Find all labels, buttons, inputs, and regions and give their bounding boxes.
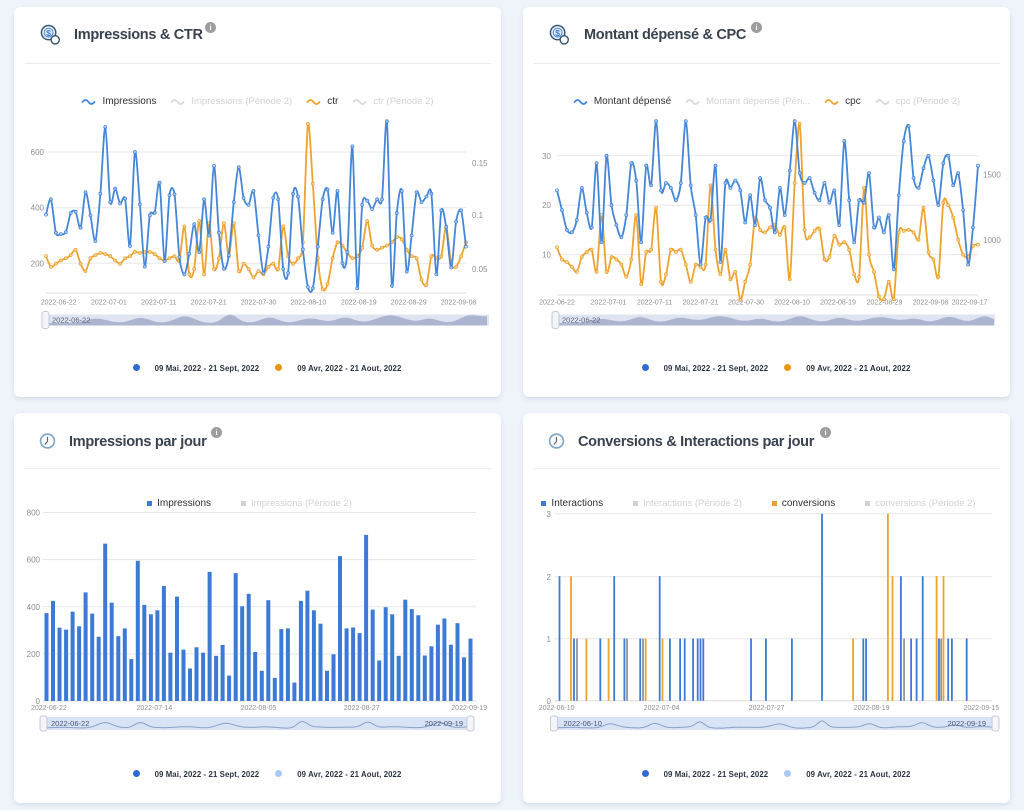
svg-text:200: 200 <box>31 259 45 268</box>
svg-text:2022-08-19: 2022-08-19 <box>341 300 377 307</box>
svg-text:2022-07-27: 2022-07-27 <box>749 705 785 712</box>
svg-text:2022-08-19: 2022-08-19 <box>820 300 856 307</box>
svg-text:2022-09-19: 2022-09-19 <box>425 719 463 728</box>
svg-text:2022-06-22: 2022-06-22 <box>52 316 90 325</box>
svg-text:2022-09-15: 2022-09-15 <box>963 705 999 712</box>
svg-text:2022-06-22: 2022-06-22 <box>562 316 600 325</box>
svg-text:0: 0 <box>547 697 552 706</box>
svg-text:20: 20 <box>542 201 551 210</box>
svg-text:0: 0 <box>36 697 41 706</box>
svg-text:2022-07-14: 2022-07-14 <box>136 705 172 712</box>
svg-text:800: 800 <box>27 509 41 518</box>
svg-text:2022-08-10: 2022-08-10 <box>774 300 810 307</box>
svg-text:400: 400 <box>27 603 41 612</box>
svg-text:2022-09-19: 2022-09-19 <box>451 705 487 712</box>
svg-text:2022-07-11: 2022-07-11 <box>141 300 176 307</box>
svg-text:2022-06-22: 2022-06-22 <box>31 705 67 712</box>
svg-text:2022-06-10: 2022-06-10 <box>564 719 602 728</box>
svg-text:2022-08-29: 2022-08-29 <box>867 300 903 307</box>
svg-text:2022-07-01: 2022-07-01 <box>91 300 127 307</box>
svg-text:200: 200 <box>27 650 41 659</box>
svg-text:2022-06-22: 2022-06-22 <box>41 300 77 307</box>
svg-text:10: 10 <box>542 251 551 260</box>
svg-text:$: $ <box>555 28 560 38</box>
svg-text:2022-09-17: 2022-09-17 <box>952 300 988 307</box>
svg-text:2022-07-30: 2022-07-30 <box>728 300 764 307</box>
svg-text:2022-08-29: 2022-08-29 <box>391 300 427 307</box>
svg-text:2022-08-10: 2022-08-10 <box>290 300 326 307</box>
svg-text:600: 600 <box>27 556 41 565</box>
svg-text:0.15: 0.15 <box>472 159 488 168</box>
svg-text:2022-09-08: 2022-09-08 <box>441 300 477 307</box>
svg-text:$: $ <box>46 28 51 38</box>
svg-text:3: 3 <box>547 510 552 519</box>
svg-text:2022-09-19: 2022-09-19 <box>948 719 986 728</box>
svg-text:2022-07-30: 2022-07-30 <box>241 300 277 307</box>
svg-text:600: 600 <box>31 148 45 157</box>
svg-text:0.05: 0.05 <box>472 265 488 274</box>
svg-text:30: 30 <box>542 152 551 161</box>
svg-text:2022-06-10: 2022-06-10 <box>539 705 575 712</box>
svg-text:2022-07-11: 2022-07-11 <box>637 300 672 307</box>
svg-text:1: 1 <box>547 635 552 644</box>
svg-text:2022-07-21: 2022-07-21 <box>683 300 719 307</box>
svg-text:400: 400 <box>31 204 45 213</box>
svg-text:2022-07-21: 2022-07-21 <box>191 300 227 307</box>
svg-text:2022-06-22: 2022-06-22 <box>539 300 575 307</box>
svg-text:2022-06-22: 2022-06-22 <box>51 719 89 728</box>
svg-text:0.1: 0.1 <box>472 211 484 220</box>
svg-text:2022-08-27: 2022-08-27 <box>344 705 380 712</box>
svg-text:2022-07-01: 2022-07-01 <box>591 300 627 307</box>
svg-text:2: 2 <box>547 573 552 582</box>
svg-text:2022-07-04: 2022-07-04 <box>644 705 680 712</box>
svg-text:2022-08-19: 2022-08-19 <box>854 705 890 712</box>
svg-text:1000: 1000 <box>983 236 1001 245</box>
svg-text:2022-09-08: 2022-09-08 <box>913 300 949 307</box>
svg-text:2022-08-05: 2022-08-05 <box>241 705 277 712</box>
svg-text:1500: 1500 <box>983 170 1001 179</box>
